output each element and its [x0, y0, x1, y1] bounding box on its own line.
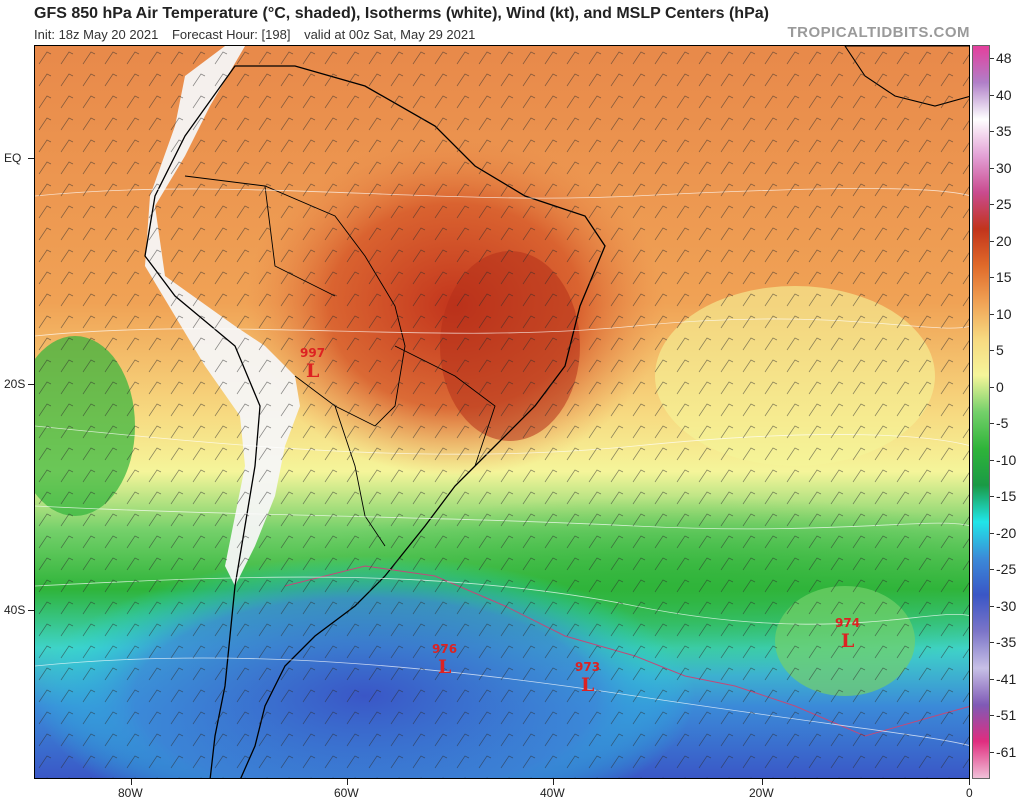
- colorbar-label: -51: [996, 707, 1017, 723]
- colorbar-label: 5: [996, 342, 1004, 358]
- temperature-map: [34, 45, 970, 779]
- colorbar-label: -61: [996, 743, 1017, 760]
- colorbar-tick: [990, 277, 994, 278]
- lon-label-60w: 60W: [334, 786, 359, 800]
- forecast-hour: Forecast Hour: [198]: [171, 27, 291, 42]
- lon-label-0: 0: [966, 786, 973, 800]
- lat-label-40s: 40S: [4, 603, 26, 617]
- colorbar-label: 0: [996, 378, 1004, 395]
- colorbar-label: 20: [996, 232, 1012, 249]
- colorbar-label: -41: [996, 670, 1017, 687]
- valid-time: valid at 00z Sat, May 29 2021: [304, 27, 476, 42]
- wind-barbs: [35, 46, 969, 778]
- lat-tick: [28, 384, 34, 385]
- colorbar-tick: [990, 715, 994, 716]
- colorbar-label: -20: [996, 524, 1017, 541]
- colorbar-label: -35: [996, 634, 1017, 650]
- lon-tick: [762, 779, 763, 785]
- lat-label-20s: 20S: [4, 377, 26, 391]
- colorbar-label: 15: [996, 269, 1012, 285]
- colorbar-label: -30: [996, 597, 1017, 614]
- colorbar-tick: [990, 350, 994, 351]
- map-canvas: [35, 46, 969, 778]
- colorbar-tick: [990, 532, 994, 534]
- low-976-value: 976: [432, 642, 458, 656]
- low-973-symbol: L: [581, 674, 595, 696]
- colorbar-tick: [990, 605, 994, 607]
- temperature-colorbar: [972, 45, 990, 779]
- low-973-value: 973: [575, 660, 601, 674]
- lon-tick: [553, 779, 554, 785]
- colorbar-tick: [990, 569, 994, 570]
- colorbar-label: 40: [996, 86, 1012, 103]
- colorbar-label: 25: [996, 196, 1012, 212]
- colorbar-label: 48: [996, 50, 1012, 66]
- colorbar-tick: [990, 313, 994, 315]
- low-974-symbol: L: [841, 630, 855, 652]
- lat-tick: [28, 610, 34, 611]
- colorbar-label: -25: [996, 561, 1017, 577]
- colorbar-label: -10: [996, 451, 1017, 468]
- colorbar-tick: [990, 58, 994, 59]
- low-997-value: 997: [300, 346, 326, 360]
- colorbar-tick: [990, 496, 994, 497]
- colorbar-tick: [990, 751, 994, 753]
- lon-label-40w: 40W: [540, 786, 565, 800]
- colorbar-label: 35: [996, 123, 1012, 139]
- colorbar-tick: [990, 423, 994, 424]
- low-976-symbol: L: [438, 656, 452, 678]
- colorbar-tick: [990, 94, 994, 96]
- colorbar-label: 30: [996, 159, 1012, 176]
- low-997-symbol: L: [306, 360, 320, 382]
- colorbar-tick: [990, 678, 994, 680]
- lon-tick: [131, 779, 132, 785]
- colorbar-tick: [990, 167, 994, 169]
- init-time: Init: 18z May 20 2021: [34, 27, 159, 42]
- lon-tick: [969, 779, 970, 785]
- colorbar-label: -5: [996, 415, 1009, 431]
- lat-label-eq: EQ: [4, 151, 22, 165]
- colorbar-tick: [990, 459, 994, 461]
- colorbar-tick: [990, 240, 994, 242]
- lat-tick: [28, 158, 34, 159]
- colorbar-tick: [990, 204, 994, 205]
- colorbar-label: 10: [996, 305, 1012, 322]
- colorbar-tick: [990, 131, 994, 132]
- colorbar-label: -15: [996, 488, 1017, 504]
- lon-label-20w: 20W: [749, 786, 774, 800]
- low-974-value: 974: [835, 616, 861, 630]
- colorbar-tick: [990, 386, 994, 388]
- lon-tick: [347, 779, 348, 785]
- lon-label-80w: 80W: [118, 786, 143, 800]
- site-brand[interactable]: TROPICALTIDBITS.COM: [787, 24, 970, 41]
- map-title: GFS 850 hPa Air Temperature (°C, shaded)…: [34, 5, 769, 22]
- map-subtitle: Init: 18z May 20 2021 Forecast Hour: [19…: [34, 27, 485, 42]
- colorbar-tick: [990, 642, 994, 643]
